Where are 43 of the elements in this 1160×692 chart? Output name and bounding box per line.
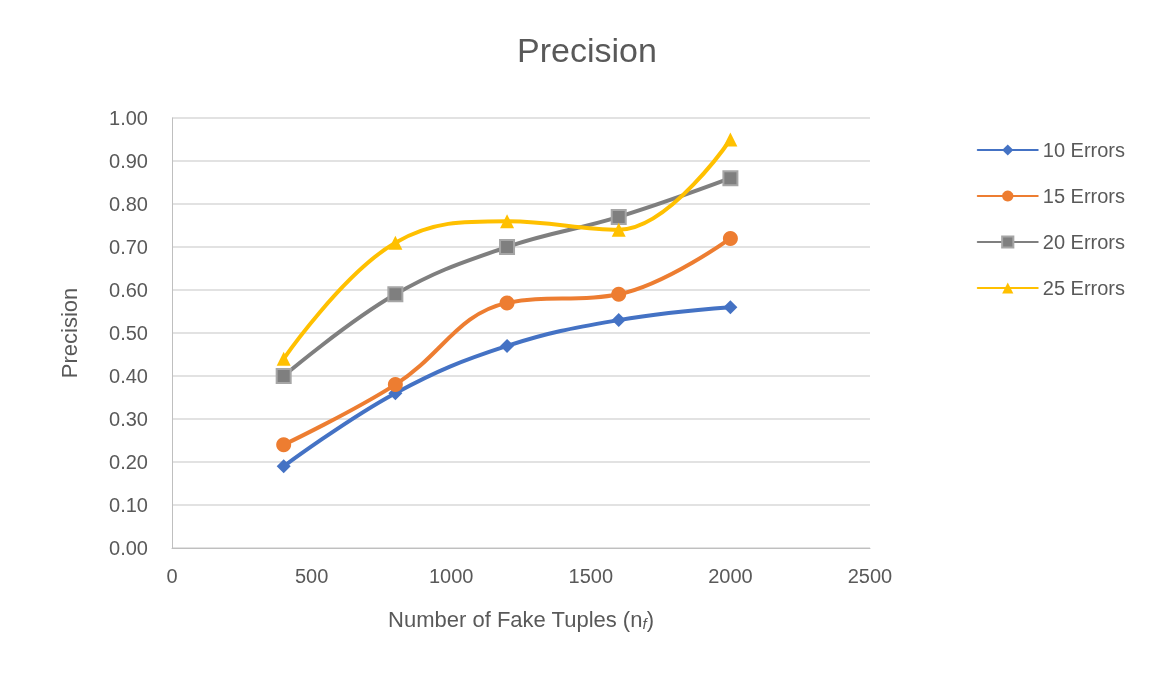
point xyxy=(499,239,516,255)
x-tick-label: 0 xyxy=(166,565,178,587)
x-axis-title: Number of Fake Tuples (nf) xyxy=(388,607,655,632)
x-tick-label: 1000 xyxy=(428,565,474,587)
point xyxy=(723,132,738,147)
x-tick-label: 2000 xyxy=(708,565,753,587)
chart-title: Precision xyxy=(517,31,657,69)
y-tick-label: 0.90 xyxy=(109,150,148,172)
x-tick-label: 500 xyxy=(294,565,329,587)
legend-label: 15 Errors xyxy=(1042,185,1125,207)
y-tick-label: 0.10 xyxy=(109,494,148,516)
point xyxy=(610,208,627,225)
point xyxy=(500,338,515,353)
y-tick-label: 0.20 xyxy=(109,451,148,473)
point xyxy=(276,459,291,474)
point xyxy=(500,214,515,229)
y-tick-label: 0.80 xyxy=(109,193,148,215)
point xyxy=(388,235,403,250)
point xyxy=(275,368,292,384)
point xyxy=(387,286,404,303)
y-tick-label: 0.40 xyxy=(109,365,148,387)
point xyxy=(276,351,291,366)
point xyxy=(499,295,515,311)
y-tick-label: 0.30 xyxy=(109,408,148,430)
x-tick-label: 1500 xyxy=(568,565,614,587)
y-tick-label: 1.00 xyxy=(109,107,148,129)
point xyxy=(387,377,403,393)
y-tick-label: 0.60 xyxy=(109,279,148,301)
point xyxy=(722,230,738,246)
legend-label: 10 Errors xyxy=(1042,139,1125,161)
legend-label: 20 Errors xyxy=(1042,231,1125,253)
point xyxy=(723,300,738,315)
point xyxy=(611,313,626,328)
x-tick-label: 2500 xyxy=(847,565,893,587)
point xyxy=(611,286,627,302)
point xyxy=(611,222,626,237)
y-tick-label: 0.50 xyxy=(109,322,148,344)
point xyxy=(722,170,739,187)
y-tick-label: 0.00 xyxy=(109,537,148,559)
legend-label: 25 Errors xyxy=(1042,277,1125,299)
y-tick-label: 0.70 xyxy=(109,236,148,258)
y-axis-title: Precision xyxy=(56,287,82,379)
point xyxy=(276,437,292,453)
